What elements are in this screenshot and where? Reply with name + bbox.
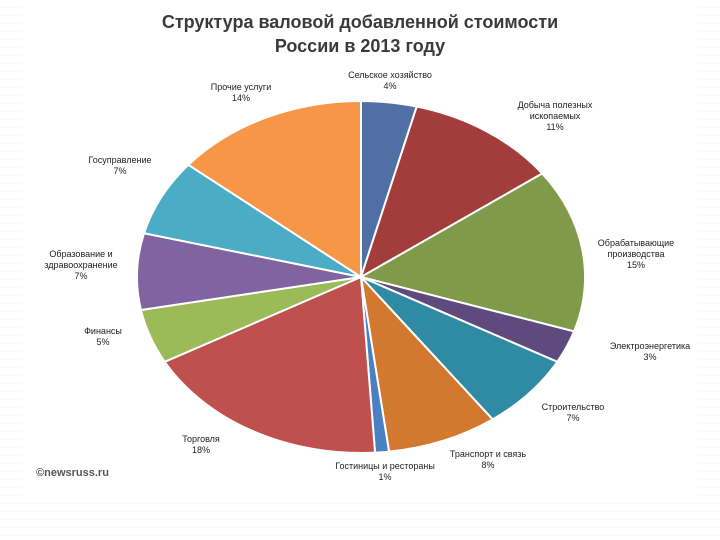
pie-labels: Сельское хозяйство 4% Добыча полезных ископ… [44,70,690,482]
pie-slice [358,172,586,333]
slice-label: Госуправление 7% [89,155,152,176]
slice-label: Гостиницы и рестораны 1% [335,461,435,482]
pie-slices [136,99,586,454]
slice-label: Торговля 18% [182,434,220,455]
pie-slice [186,99,362,279]
slice-label: Прочие услуги 14% [211,82,271,103]
source-credit: ©newsruss.ru [36,467,109,479]
chart-title-line-2: России в 2013 году [274,36,446,56]
slice-label: Образование и здравоохранение 7% [44,249,117,281]
slice-label: Электроэнергетика 3% [610,341,690,362]
slice-label: Добыча полезных ископаемых 11% [518,100,593,132]
pie-slice [359,273,495,453]
chart-title: Структура валовой добавленной стоимости … [0,10,720,58]
slice-label: Финансы 5% [84,326,122,347]
slice-label: Транспорт и связь 8% [450,449,526,470]
pie-slice [163,275,377,454]
pie-slice [359,105,544,280]
slice-label: Строительство 7% [542,402,605,423]
slice-label: Обрабатывающие производства 15% [598,238,674,270]
chart-title-line-1: Структура валовой добавленной стоимости [161,12,559,32]
slice-label: Сельское хозяйство 4% [348,70,432,91]
